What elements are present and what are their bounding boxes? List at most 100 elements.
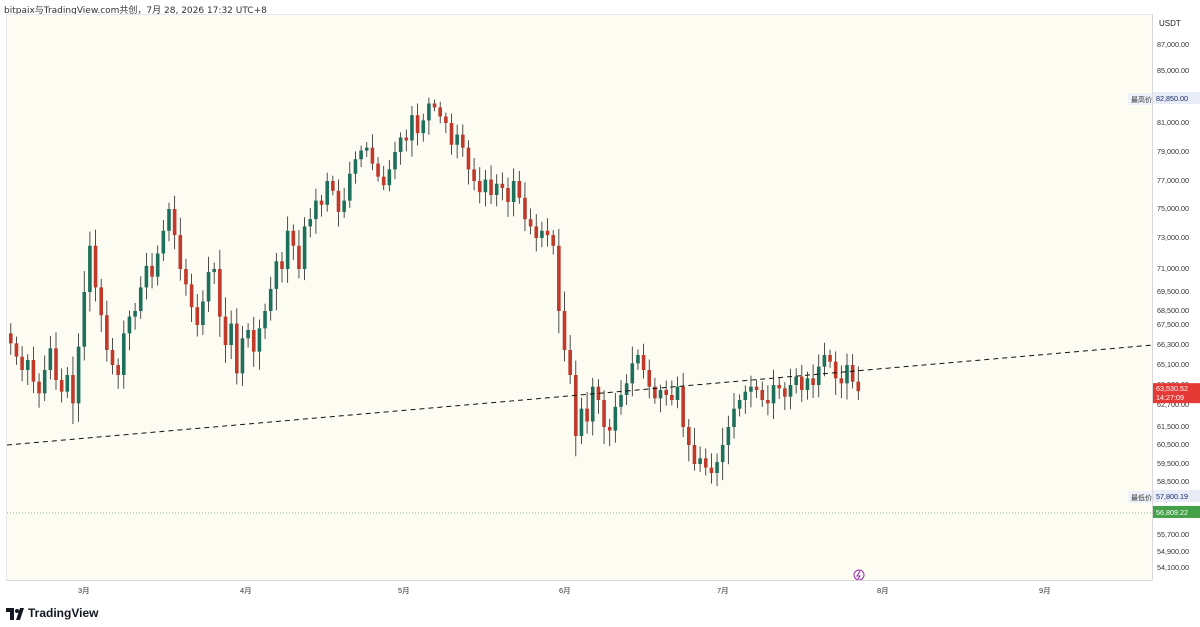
candle xyxy=(71,356,75,424)
candle xyxy=(783,382,787,410)
candle xyxy=(528,208,533,235)
candle xyxy=(336,179,341,227)
candle xyxy=(494,174,499,207)
candle xyxy=(342,187,346,219)
candle xyxy=(732,393,736,439)
candle xyxy=(314,188,318,234)
candle xyxy=(794,368,798,394)
candle xyxy=(574,360,578,457)
low-price-label: 57,800.19 xyxy=(1153,490,1200,502)
candle xyxy=(167,202,171,242)
candle xyxy=(65,367,70,399)
candle xyxy=(393,141,397,180)
footer-brand[interactable]: TradingView xyxy=(6,603,98,623)
price-tick-label: 87,000.00 xyxy=(1157,40,1189,49)
candle xyxy=(557,228,561,334)
candle xyxy=(658,384,663,413)
candle xyxy=(489,165,493,205)
candle xyxy=(816,354,821,398)
candle xyxy=(76,333,81,422)
candle xyxy=(189,273,194,322)
candle xyxy=(698,446,702,472)
candle xyxy=(105,300,109,362)
candle xyxy=(771,369,776,419)
candle xyxy=(93,229,98,302)
price-tick-label: 71,000.00 xyxy=(1157,264,1189,273)
candle xyxy=(800,364,804,402)
candle xyxy=(48,335,53,380)
candle xyxy=(839,365,844,399)
candle xyxy=(212,262,216,284)
candle xyxy=(138,276,143,319)
candle xyxy=(506,177,510,217)
candle xyxy=(720,427,725,481)
candle xyxy=(415,103,420,146)
candle xyxy=(133,302,137,330)
svg-text:56,809.22: 56,809.22 xyxy=(1156,508,1188,517)
price-tick-label: 85,000.00 xyxy=(1157,66,1189,75)
candle xyxy=(42,355,47,402)
price-tick-label: 65,100.00 xyxy=(1157,360,1189,369)
price-tick-label: 68,500.00 xyxy=(1157,306,1189,315)
candle xyxy=(285,216,290,283)
time-tick-label: 8月 xyxy=(877,586,889,595)
candle xyxy=(653,377,657,404)
candle xyxy=(585,392,589,434)
candle xyxy=(681,373,685,438)
candle xyxy=(754,379,759,398)
candle xyxy=(777,377,781,399)
candle xyxy=(636,349,640,370)
candle xyxy=(607,418,612,447)
candle xyxy=(743,385,748,414)
candle xyxy=(206,256,211,312)
candle xyxy=(398,132,403,165)
price-tick-label: 73,000.00 xyxy=(1157,233,1189,242)
candle xyxy=(268,276,273,321)
candle xyxy=(461,124,465,157)
time-tick-label: 3月 xyxy=(78,586,90,595)
price-tick-label: 62,700.00 xyxy=(1157,400,1189,409)
candle xyxy=(709,453,714,484)
chart-area[interactable]: 最高价 最低价 xyxy=(6,14,1153,582)
candle xyxy=(297,229,301,279)
trend-line[interactable] xyxy=(7,344,1153,446)
candle xyxy=(590,377,595,436)
brand-name: TradingView xyxy=(28,606,99,620)
price-tick-label: 81,000.00 xyxy=(1157,118,1189,127)
candle xyxy=(664,380,668,406)
candle xyxy=(517,171,522,204)
candle xyxy=(308,208,313,238)
candle xyxy=(483,170,488,207)
candle xyxy=(624,374,629,405)
svg-text:82,850.00: 82,850.00 xyxy=(1156,94,1188,103)
candle xyxy=(523,182,527,231)
currency-label: USDT xyxy=(1159,19,1181,28)
candle xyxy=(596,379,601,414)
candle xyxy=(845,353,849,400)
candle xyxy=(229,310,233,360)
time-tick-label: 5月 xyxy=(398,586,410,595)
price-axis[interactable]: 87,000.00 85,000.00 81,000.00 79,000.00 77,0… xyxy=(1152,14,1200,580)
candle xyxy=(280,252,284,283)
candle xyxy=(466,140,471,185)
candle xyxy=(455,124,459,159)
price-tick-label: 59,500.00 xyxy=(1157,459,1189,468)
candle xyxy=(737,394,742,417)
event-marker-icon[interactable] xyxy=(853,569,865,581)
candle xyxy=(641,343,646,379)
low-price-label-caption: 最低价 xyxy=(1128,491,1153,503)
candle xyxy=(251,316,256,367)
candle xyxy=(545,218,550,247)
price-tick-label: 75,000.00 xyxy=(1157,204,1189,213)
candle xyxy=(511,168,516,217)
candle xyxy=(404,129,409,152)
candle xyxy=(811,364,815,399)
candle xyxy=(319,194,324,217)
candle xyxy=(302,217,307,281)
time-tick-label: 6月 xyxy=(559,586,571,595)
candle xyxy=(438,101,442,124)
candle xyxy=(579,397,584,444)
candle xyxy=(766,385,770,416)
candle xyxy=(82,271,87,361)
